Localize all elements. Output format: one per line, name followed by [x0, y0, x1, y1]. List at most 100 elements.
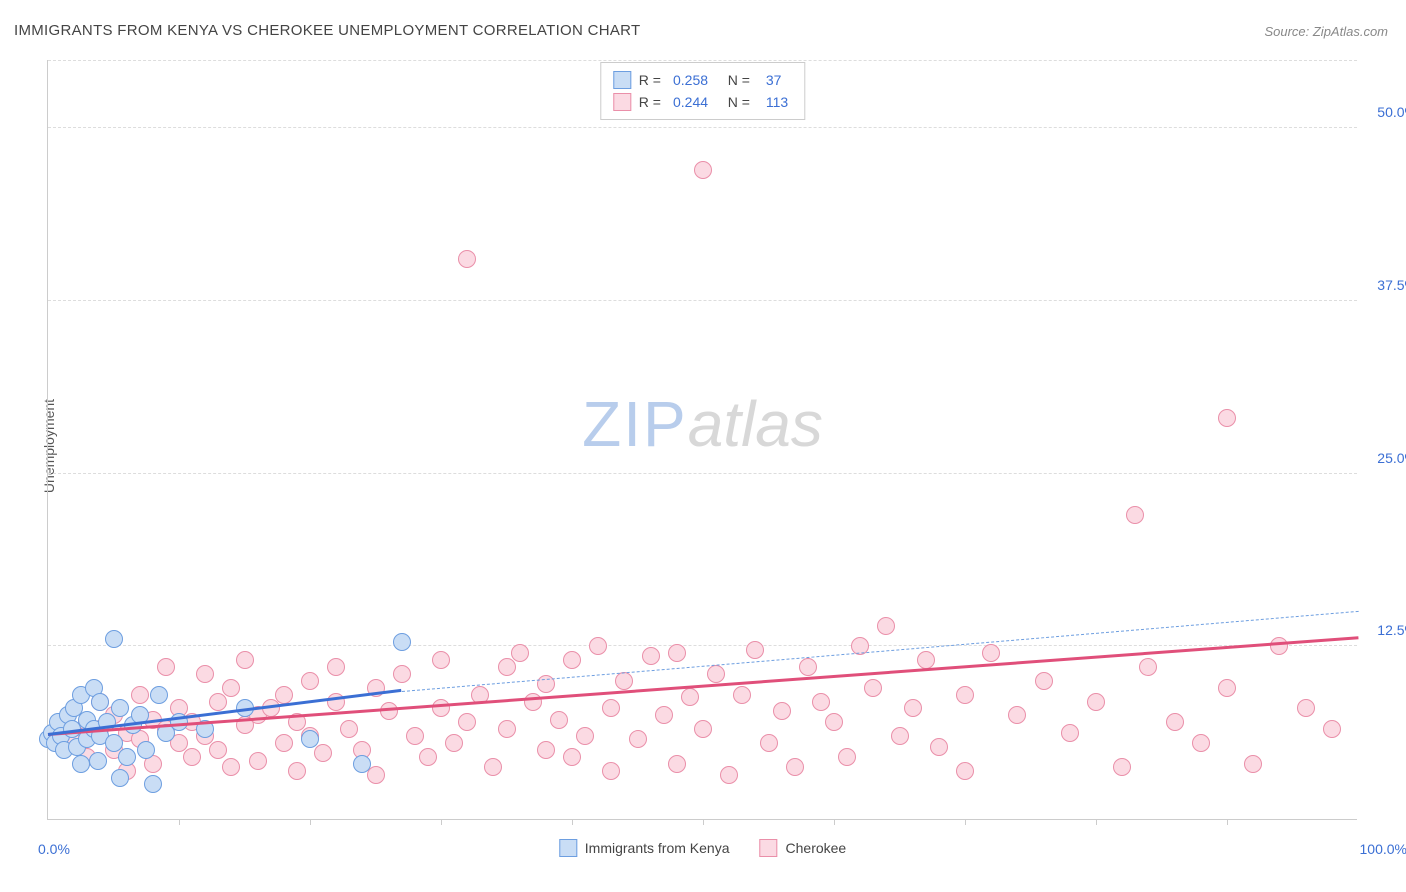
data-point [537, 741, 555, 759]
data-point [786, 758, 804, 776]
legend-correlation-row: R =0.244 N = 113 [613, 91, 792, 113]
data-point [458, 713, 476, 731]
data-point [111, 699, 129, 717]
data-point [144, 775, 162, 793]
legend-n-label: N = [720, 72, 750, 88]
series-legend: Immigrants from Kenya Cherokee [559, 839, 846, 857]
data-point [1113, 758, 1131, 776]
data-point [589, 637, 607, 655]
gridline [48, 300, 1357, 301]
data-point [1139, 658, 1157, 676]
correlation-legend: R =0.258 N = 37R =0.244 N = 113 [600, 62, 805, 120]
x-tick [572, 819, 573, 825]
data-point [196, 665, 214, 683]
gridline [48, 645, 1357, 646]
data-point [249, 752, 267, 770]
data-point [563, 748, 581, 766]
data-point [458, 250, 476, 268]
data-point [956, 686, 974, 704]
data-point [904, 699, 922, 717]
data-point [150, 686, 168, 704]
data-point [209, 741, 227, 759]
data-point [353, 755, 371, 773]
legend-swatch [613, 71, 631, 89]
data-point [877, 617, 895, 635]
x-tick [1096, 819, 1097, 825]
data-point [209, 693, 227, 711]
data-point [1126, 506, 1144, 524]
data-point [733, 686, 751, 704]
data-point [393, 665, 411, 683]
data-point [314, 744, 332, 762]
y-tick-label: 50.0% [1377, 104, 1406, 120]
data-point [956, 762, 974, 780]
data-point [111, 769, 129, 787]
data-point [681, 688, 699, 706]
legend-r-label: R = [639, 72, 661, 88]
y-tick-label: 12.5% [1377, 622, 1406, 638]
data-point [799, 658, 817, 676]
data-point [91, 693, 109, 711]
data-point [576, 727, 594, 745]
data-point [825, 713, 843, 731]
legend-r-label: R = [639, 94, 661, 110]
gridline [48, 127, 1357, 128]
data-point [982, 644, 1000, 662]
data-point [498, 720, 516, 738]
data-point [524, 693, 542, 711]
data-point [655, 706, 673, 724]
legend-series-label: Cherokee [786, 840, 847, 856]
data-point [668, 755, 686, 773]
data-point [157, 658, 175, 676]
data-point [432, 699, 450, 717]
x-tick [179, 819, 180, 825]
legend-r-value: 0.258 [673, 72, 708, 88]
x-tick [441, 819, 442, 825]
data-point [183, 748, 201, 766]
data-point [131, 686, 149, 704]
data-point [1035, 672, 1053, 690]
data-point [917, 651, 935, 669]
data-point [1218, 409, 1236, 427]
x-tick [703, 819, 704, 825]
x-tick [834, 819, 835, 825]
x-min-label: 0.0% [38, 841, 70, 857]
legend-correlation-row: R =0.258 N = 37 [613, 69, 792, 91]
data-point [484, 758, 502, 776]
data-point [301, 730, 319, 748]
data-point [1061, 724, 1079, 742]
data-point [105, 630, 123, 648]
data-point [1008, 706, 1026, 724]
legend-swatch [559, 839, 577, 857]
data-point [773, 702, 791, 720]
data-point [498, 658, 516, 676]
legend-series-item: Immigrants from Kenya [559, 839, 730, 857]
data-point [694, 720, 712, 738]
data-point [236, 651, 254, 669]
legend-series-label: Immigrants from Kenya [585, 840, 730, 856]
data-point [301, 672, 319, 690]
data-point [1192, 734, 1210, 752]
data-point [340, 720, 358, 738]
data-point [137, 741, 155, 759]
data-point [1297, 699, 1315, 717]
gridline [48, 473, 1357, 474]
legend-series-item: Cherokee [760, 839, 847, 857]
data-point [275, 686, 293, 704]
data-point [1166, 713, 1184, 731]
data-point [327, 658, 345, 676]
data-point [760, 734, 778, 752]
watermark: ZIPatlas [582, 387, 823, 461]
data-point [930, 738, 948, 756]
data-point [550, 711, 568, 729]
data-point [602, 762, 620, 780]
x-tick [965, 819, 966, 825]
scatter-plot-area: ZIPatlas R =0.258 N = 37R =0.244 N = 113… [47, 60, 1357, 820]
data-point [891, 727, 909, 745]
data-point [288, 762, 306, 780]
data-point [1323, 720, 1341, 738]
data-point [89, 752, 107, 770]
y-tick-label: 25.0% [1377, 450, 1406, 466]
x-tick [310, 819, 311, 825]
data-point [629, 730, 647, 748]
